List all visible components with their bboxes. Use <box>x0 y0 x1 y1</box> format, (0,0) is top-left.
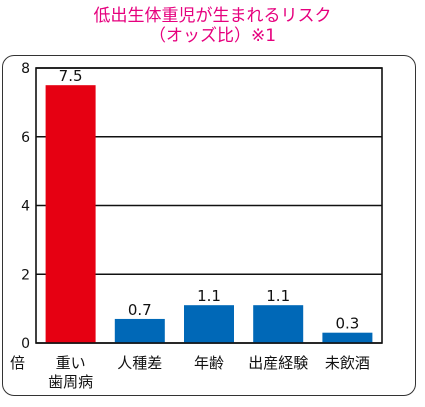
value-labels: 7.5 0.7 1.1 1.1 0.3 <box>59 67 360 333</box>
value-label: 1.1 <box>266 287 290 305</box>
plot-area-border <box>35 67 383 344</box>
category-label: 未飲酒 <box>325 354 370 372</box>
y-tick-label: 2 <box>21 267 30 283</box>
chart-title: 低出生体重児が生まれるリスク <box>93 6 332 26</box>
bar <box>114 318 165 343</box>
category-label: 重い歯周病 <box>48 354 93 391</box>
y-tick-label: 0 <box>21 336 30 352</box>
bar <box>184 305 234 343</box>
bar <box>253 305 304 343</box>
value-label: 1.1 <box>197 287 221 305</box>
chart-subtitle: （オッズ比）※1 <box>148 26 277 46</box>
value-label: 7.5 <box>59 67 83 85</box>
category-label: 出産経験 <box>248 354 308 372</box>
bar <box>322 332 373 343</box>
value-label: 0.7 <box>128 301 152 319</box>
bar <box>45 85 96 343</box>
y-tick-label: 6 <box>21 130 30 146</box>
y-tick-label: 4 <box>21 199 30 215</box>
value-label: 0.3 <box>335 315 359 333</box>
category-label: 年齢 <box>194 354 224 372</box>
y-axis-ticks: 0 2 4 6 8 <box>21 61 30 352</box>
category-label: 人種差 <box>117 354 162 372</box>
y-unit-label: 倍 <box>10 354 25 372</box>
bars <box>45 85 373 343</box>
category-labels: 重い歯周病 人種差 年齢 出産経験 未飲酒 <box>48 354 370 391</box>
chart-frame <box>2 55 416 396</box>
y-tick-label: 8 <box>21 61 30 77</box>
